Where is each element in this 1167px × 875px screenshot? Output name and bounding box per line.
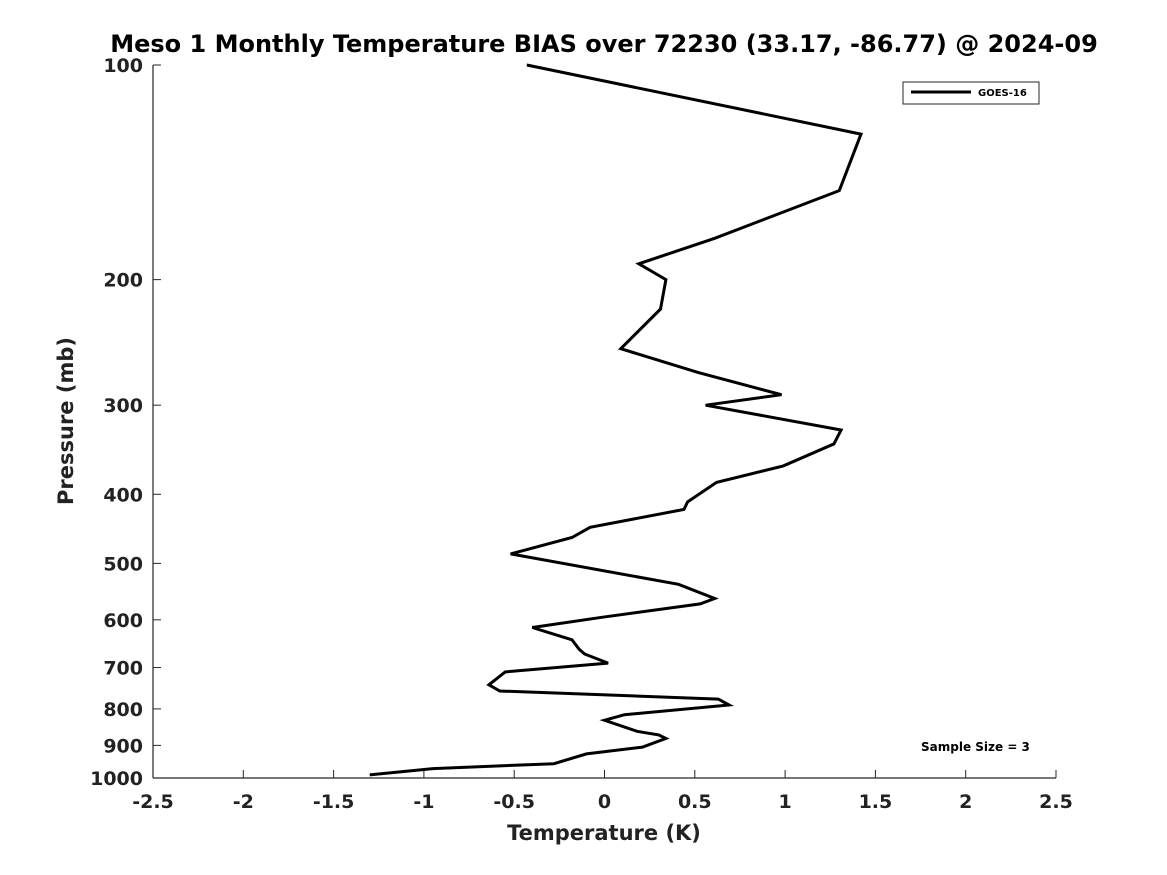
series-layer bbox=[369, 63, 864, 777]
x-tick-label: -2 bbox=[233, 791, 254, 813]
legend-label-goes-16: GOES-16 bbox=[978, 88, 1027, 99]
legend: GOES-16 bbox=[902, 81, 1040, 105]
y-tick-label: 500 bbox=[103, 553, 143, 575]
y-tick-label: 1000 bbox=[90, 768, 143, 790]
x-tick-label: -2.5 bbox=[132, 791, 174, 813]
x-ticks: -2.5 -2 -1.5 -1 -0.5 0 0.5 1 1.5 2 2.5 bbox=[132, 770, 1073, 813]
x-tick-label: -0.5 bbox=[493, 791, 535, 813]
x-tick-label: 0 bbox=[598, 791, 611, 813]
y-tick-label: 400 bbox=[103, 484, 143, 506]
y-axis-label: Pressure (mb) bbox=[54, 337, 78, 505]
y-tick-label: 900 bbox=[103, 735, 143, 757]
x-tick-label: 1 bbox=[778, 791, 791, 813]
y-tick-label: 100 bbox=[103, 55, 143, 77]
x-axis-label: Temperature (K) bbox=[507, 821, 701, 845]
x-tick-label: -1.5 bbox=[313, 791, 355, 813]
sample-size-annotation: Sample Size = 3 bbox=[921, 740, 1030, 754]
y-tick-label: 200 bbox=[103, 270, 143, 292]
x-tick-label: 2 bbox=[959, 791, 972, 813]
series-line-goes-16 bbox=[369, 63, 864, 777]
y-ticks: 100 200 300 400 500 600 700 800 900 1000 bbox=[90, 55, 161, 790]
y-tick-label: 600 bbox=[103, 610, 143, 632]
x-tick-label: -1 bbox=[413, 791, 434, 813]
x-tick-label: 0.5 bbox=[678, 791, 712, 813]
x-tick-label: 1.5 bbox=[859, 791, 893, 813]
chart-title: Meso 1 Monthly Temperature BIAS over 722… bbox=[110, 30, 1098, 58]
y-tick-label: 300 bbox=[103, 395, 143, 417]
x-tick-label: 2.5 bbox=[1039, 791, 1073, 813]
y-tick-label: 700 bbox=[103, 658, 143, 680]
y-tick-label: 800 bbox=[103, 699, 143, 721]
